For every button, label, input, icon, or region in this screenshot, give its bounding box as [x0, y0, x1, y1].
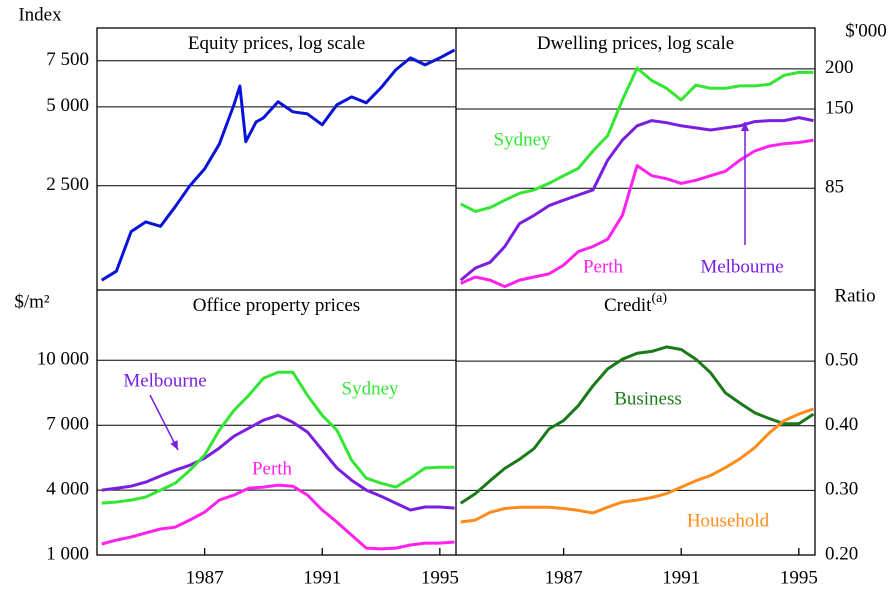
title-text: Credit	[604, 295, 652, 316]
y-tick-label: 0.20	[825, 543, 858, 564]
x-tick-label: 1987	[186, 567, 224, 588]
series-line	[101, 370, 455, 505]
series-line	[459, 345, 815, 505]
series-line	[460, 407, 815, 524]
y-tick-label: 85	[825, 177, 844, 198]
y-tick-label: 1 000	[46, 543, 89, 564]
y-tick-label: 5 000	[46, 95, 89, 116]
y-tick-label: 2 500	[46, 174, 89, 195]
y-axis-label: $/m²	[14, 291, 50, 312]
y-tick-label: 0.30	[825, 479, 858, 500]
arrow-head	[741, 122, 749, 131]
y-tick-label: 7 500	[46, 49, 89, 70]
x-tick-label: 1987	[545, 567, 583, 588]
series-label: Perth	[583, 256, 624, 277]
arrow-head	[170, 440, 178, 450]
series-label: Sydney	[342, 378, 400, 399]
arrow	[149, 394, 179, 451]
panel-title: Office property prices	[193, 295, 360, 316]
series-label: Household	[687, 510, 770, 531]
series-line	[101, 483, 455, 551]
x-tick-label: 1991	[303, 567, 341, 588]
title-text: Dwelling prices, log scale	[537, 33, 734, 54]
panel-title: Dwelling prices, log scale	[537, 33, 734, 54]
series-label: Sydney	[494, 129, 552, 150]
series-line	[460, 66, 814, 213]
y-tick-label: 10 000	[37, 349, 89, 370]
x-tick-label: 1991	[662, 567, 700, 588]
series-label: Melbourne	[123, 370, 206, 391]
panel-title: Credit(a)	[604, 291, 667, 316]
series-label: Perth	[252, 458, 293, 479]
y-axis-label: Index	[18, 4, 62, 25]
series-line	[459, 116, 814, 282]
x-tick-label: 1995	[421, 567, 459, 588]
y-axis-label: Ratio	[834, 285, 875, 306]
panel-title: Equity prices, log scale	[188, 33, 365, 54]
title-sup: (a)	[651, 291, 667, 306]
series-line	[100, 48, 456, 282]
y-tick-label: 7 000	[46, 414, 89, 435]
x-tick-label: 1995	[780, 567, 818, 588]
title-text: Equity prices, log scale	[188, 33, 365, 54]
title-text: Office property prices	[193, 295, 360, 316]
series-line	[101, 413, 455, 512]
y-tick-label: 4 000	[46, 478, 89, 499]
y-tick-label: 200	[825, 57, 854, 78]
y-tick-label: 0.50	[825, 349, 858, 370]
y-tick-label: 0.40	[825, 414, 858, 435]
series-label: Melbourne	[700, 256, 783, 277]
y-axis-label: $'000	[845, 20, 886, 41]
y-tick-label: 150	[825, 97, 854, 118]
series-line	[460, 138, 814, 289]
series-label: Business	[614, 388, 682, 409]
